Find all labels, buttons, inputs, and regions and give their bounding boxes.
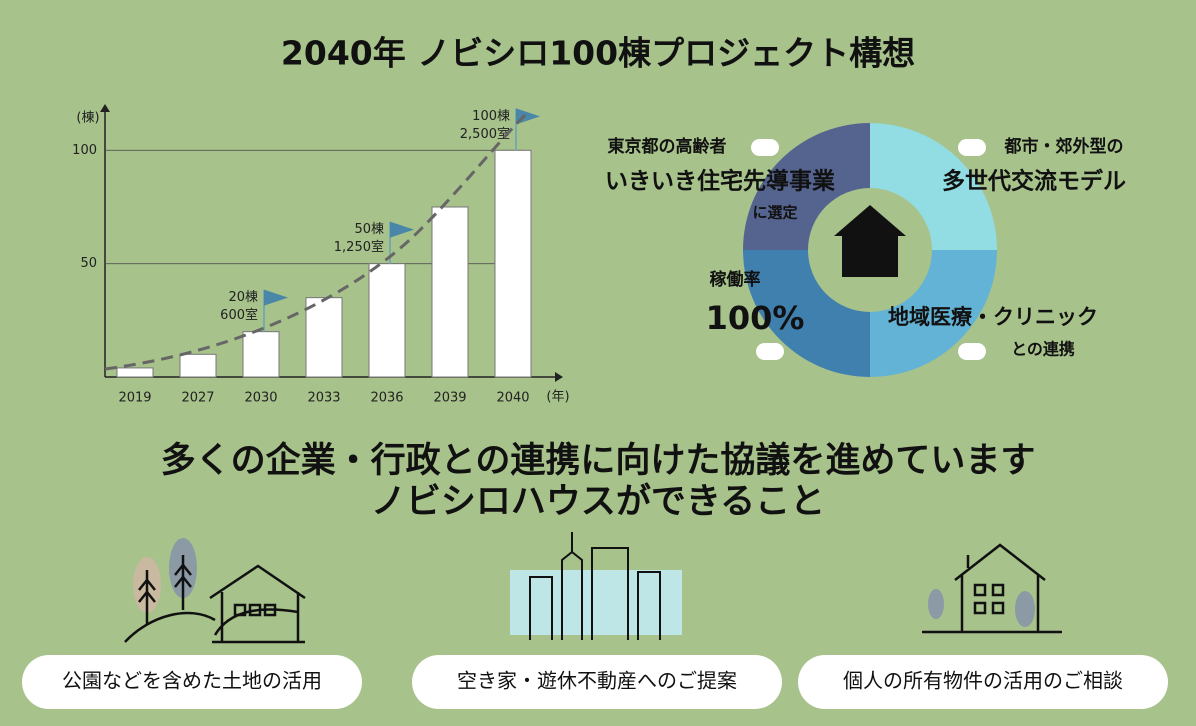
bar bbox=[179, 353, 217, 378]
bar bbox=[368, 263, 406, 378]
feature-pill bbox=[22, 655, 362, 709]
bar-chart: (棟) (年) 50 100 2019 2027 2030 2033 2036 2039 204… bbox=[72, 104, 570, 406]
bar bbox=[242, 331, 280, 378]
x-unit: (年) bbox=[546, 390, 569, 405]
donut-label: 東京都の高齢者 bbox=[608, 136, 727, 157]
feature-pill bbox=[412, 655, 782, 709]
page-title: 2040年 ノビシロ100棟プロジェクト構想 bbox=[281, 34, 915, 73]
annotation: 1,250室 bbox=[334, 239, 384, 255]
bar bbox=[116, 367, 154, 378]
donut-label: いきいき住宅先導事業 bbox=[605, 168, 836, 195]
donut-label: 都市・郊外型の bbox=[1004, 136, 1124, 157]
annotation: 2,500室 bbox=[460, 126, 510, 142]
pill bbox=[958, 343, 986, 360]
donut-label: 100% bbox=[706, 299, 805, 337]
donut-label: 多世代交流モデル bbox=[942, 168, 1126, 195]
x-tick-label: 2040 bbox=[496, 391, 529, 406]
x-tick-label: 2039 bbox=[433, 391, 466, 406]
x-tick-label: 2030 bbox=[244, 391, 277, 406]
donut-label: 稼働率 bbox=[710, 269, 761, 290]
flag bbox=[390, 221, 414, 238]
annotation: 600室 bbox=[220, 307, 258, 323]
y-axis-arrow bbox=[100, 104, 110, 112]
y-unit: (棟) bbox=[76, 111, 99, 126]
buildings-icon bbox=[510, 532, 682, 640]
bar bbox=[305, 297, 343, 378]
park-icon bbox=[124, 538, 306, 644]
pill bbox=[958, 139, 986, 156]
feature-label: 公園などを含めた土地の活用 bbox=[62, 669, 322, 693]
x-tick-label: 2027 bbox=[181, 391, 214, 406]
headline: ノビシロハウスができること bbox=[371, 482, 825, 522]
x-tick-label: 2036 bbox=[370, 391, 403, 406]
donut-label: に選定 bbox=[752, 204, 797, 222]
pill bbox=[756, 343, 784, 360]
y-tick-label: 50 bbox=[80, 256, 97, 271]
feature-label: 空き家・遊休不動産へのご提案 bbox=[457, 669, 737, 693]
y-tick-label: 100 bbox=[72, 143, 97, 158]
flag bbox=[516, 108, 540, 125]
bar bbox=[494, 149, 532, 378]
donut-label: 地域医療・クリニック bbox=[888, 305, 1098, 329]
x-tick-label: 2033 bbox=[307, 391, 340, 406]
x-tick-label: 2019 bbox=[118, 391, 151, 406]
house-icon-right bbox=[922, 543, 1062, 634]
house-icon bbox=[834, 205, 906, 277]
feature-pill bbox=[798, 655, 1168, 709]
pill bbox=[751, 139, 779, 156]
annotation: 50棟 bbox=[354, 222, 384, 237]
headline: 多くの企業・行政との連携に向けた協議を進めています bbox=[161, 440, 1036, 481]
donut-label: との連携 bbox=[1011, 340, 1075, 359]
annotation: 100棟 bbox=[472, 109, 510, 124]
donut: 東京都の高齢者 いきいき住宅先導事業 に選定 都市・郊外型の 多世代交流モデル … bbox=[605, 123, 1126, 377]
bar bbox=[431, 206, 469, 378]
annotation: 20棟 bbox=[228, 290, 258, 305]
feature-label: 個人の所有物件の活用のご相談 bbox=[843, 669, 1123, 693]
x-axis-arrow bbox=[555, 372, 563, 382]
flag bbox=[264, 289, 288, 306]
